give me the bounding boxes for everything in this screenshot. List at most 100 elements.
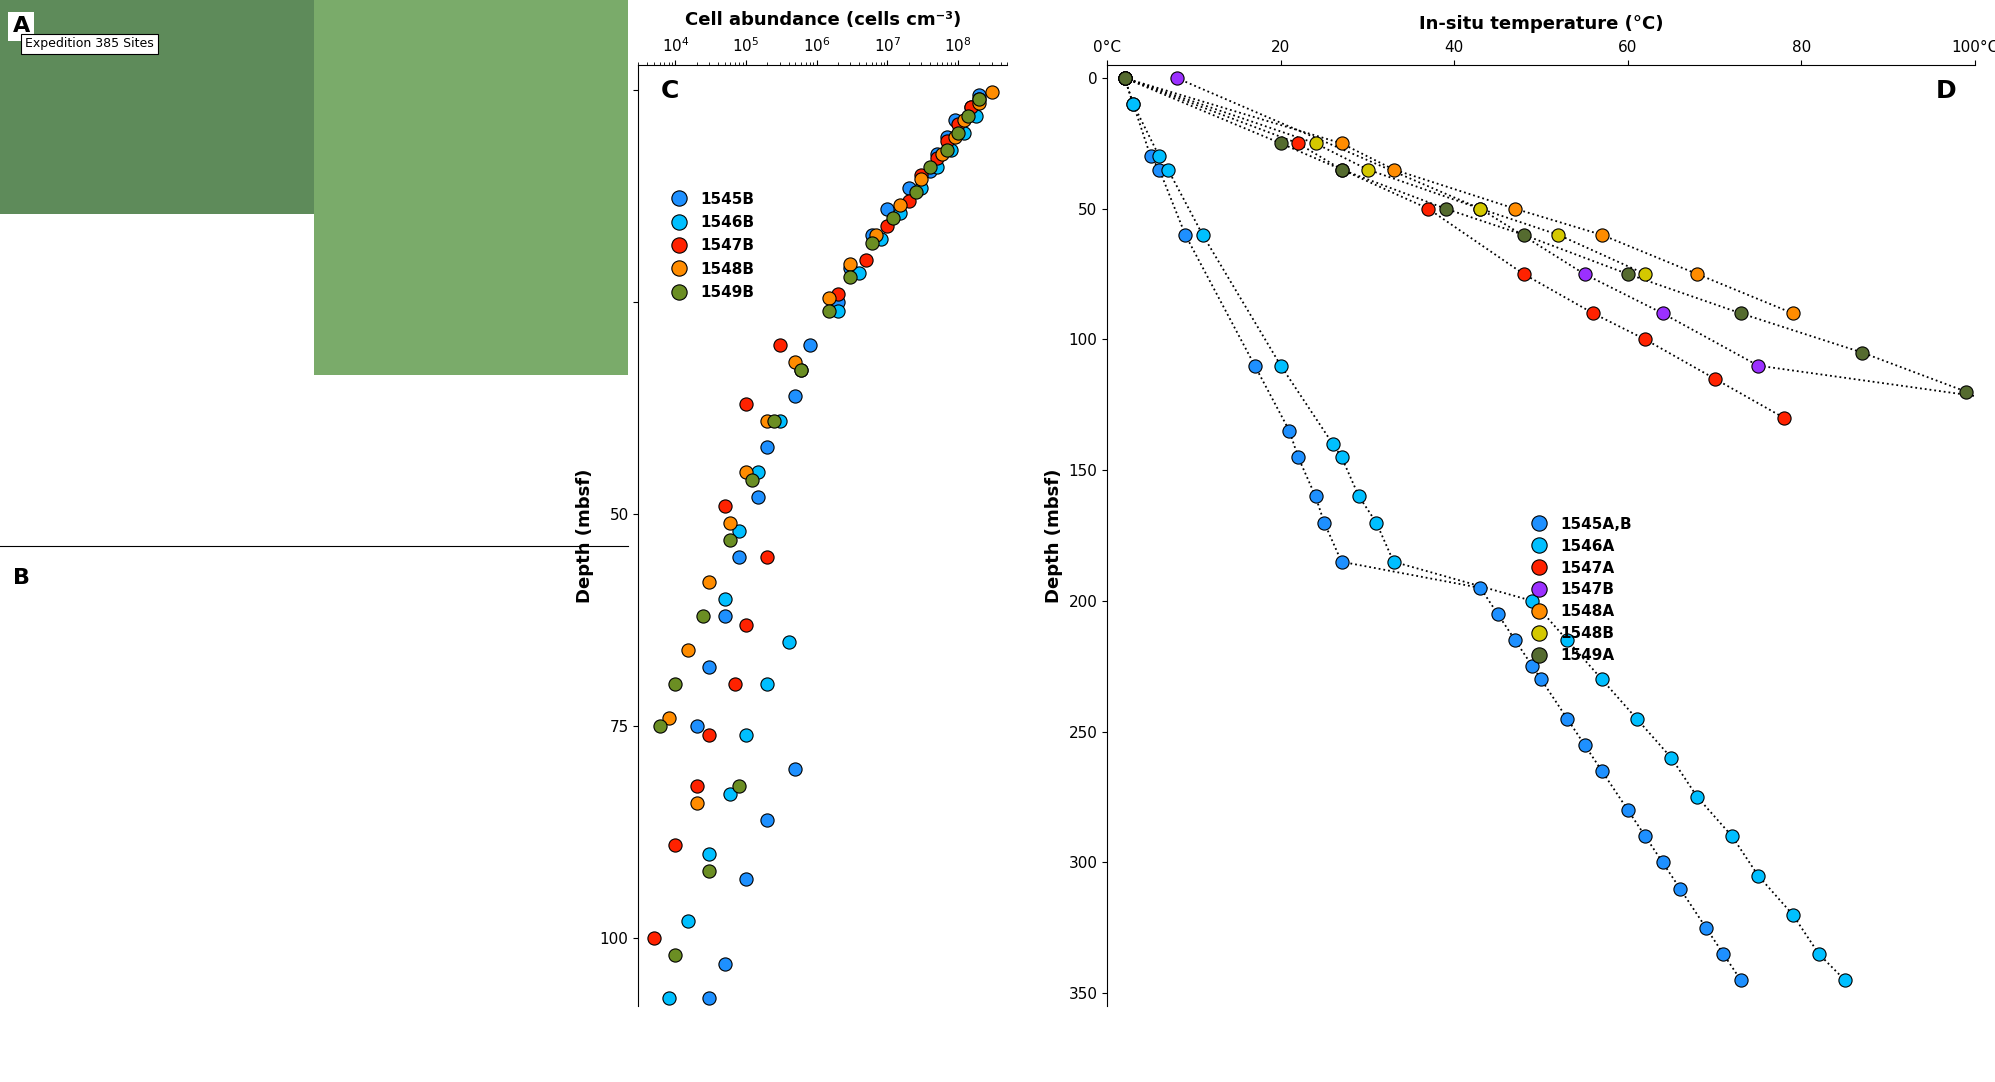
1547B: [730, 396, 762, 413]
1546B: [822, 302, 854, 319]
1549B: [758, 412, 790, 430]
Point: [1630, 265, 1662, 282]
1548B: [926, 145, 958, 162]
Text: B: B: [12, 568, 30, 588]
1548B: [948, 111, 980, 129]
Bar: [313, 0, 628, 375]
1547B: [680, 777, 712, 794]
1547B: [872, 217, 904, 235]
1547B: [730, 616, 762, 633]
1545B: [892, 180, 924, 197]
Point: [1682, 265, 1714, 282]
Y-axis label: Depth (mbsf): Depth (mbsf): [577, 469, 595, 603]
Point: [1516, 658, 1548, 675]
Point: [1586, 226, 1618, 243]
1549B: [952, 107, 984, 124]
1547B: [942, 116, 974, 133]
1547B: [850, 251, 882, 268]
1548B: [964, 94, 996, 111]
Point: [1620, 710, 1652, 727]
1548B: [834, 255, 866, 273]
Point: [1778, 305, 1809, 322]
1547B: [822, 286, 854, 303]
1547B: [752, 549, 784, 566]
1545B: [742, 489, 774, 506]
Point: [1464, 200, 1496, 217]
1549B: [932, 141, 964, 158]
1545B: [708, 607, 740, 624]
Point: [1524, 671, 1556, 688]
1549B: [786, 361, 818, 379]
1548B: [672, 642, 704, 659]
Text: D: D: [1935, 79, 1957, 103]
Point: [1464, 579, 1496, 596]
Point: [1568, 265, 1600, 282]
1548B: [814, 290, 846, 307]
Point: [1508, 226, 1540, 243]
1545B: [780, 761, 812, 778]
Point: [1464, 200, 1496, 217]
1545B: [780, 387, 812, 405]
1547B: [708, 498, 740, 515]
1549B: [914, 158, 946, 175]
Point: [1343, 488, 1375, 505]
1547B: [906, 167, 938, 184]
1549B: [942, 124, 974, 142]
1548B: [976, 83, 1007, 101]
1546B: [906, 180, 938, 197]
1546B: [844, 264, 876, 281]
Point: [1109, 69, 1141, 87]
1548B: [940, 129, 972, 146]
Text: Expedition 385 Sites: Expedition 385 Sites: [26, 38, 154, 51]
Point: [1612, 802, 1644, 819]
1545B: [914, 162, 946, 180]
Point: [1578, 305, 1610, 322]
Point: [1829, 972, 1861, 989]
Point: [1317, 435, 1349, 452]
1548B: [680, 794, 712, 812]
1545B: [834, 260, 866, 277]
Point: [1482, 606, 1514, 623]
1546B: [948, 124, 980, 142]
1548B: [714, 514, 746, 531]
1548B: [860, 226, 892, 243]
1548B: [752, 412, 784, 430]
Point: [1778, 906, 1809, 923]
1545B: [724, 549, 756, 566]
1549B: [714, 531, 746, 549]
Point: [1742, 867, 1774, 884]
Point: [1299, 488, 1331, 505]
Text: C: C: [660, 79, 678, 103]
1548B: [884, 196, 916, 213]
Text: A: A: [12, 16, 30, 36]
Point: [1379, 161, 1410, 179]
1546B: [714, 786, 746, 803]
Point: [1265, 135, 1297, 153]
Point: [1742, 357, 1774, 374]
1545B: [964, 85, 996, 103]
1546B: [964, 90, 996, 107]
Point: [1630, 828, 1662, 845]
Point: [1698, 370, 1730, 387]
Point: [1498, 200, 1530, 217]
1545B: [752, 812, 784, 829]
Point: [1951, 383, 1983, 400]
1546B: [884, 204, 916, 222]
1548B: [780, 353, 812, 370]
Point: [1586, 763, 1618, 780]
1546B: [864, 230, 896, 248]
1546B: [960, 107, 992, 124]
Point: [1682, 789, 1714, 806]
Point: [1109, 69, 1141, 87]
1546B: [742, 463, 774, 480]
1549B: [964, 90, 996, 107]
1547B: [638, 929, 670, 947]
1549B: [736, 472, 768, 489]
1545B: [856, 226, 888, 243]
Point: [1508, 265, 1540, 282]
Point: [1187, 226, 1219, 243]
Point: [1412, 200, 1444, 217]
Y-axis label: Depth (mbsf): Depth (mbsf): [1045, 469, 1063, 603]
Point: [1161, 69, 1193, 87]
Point: [1552, 710, 1584, 727]
